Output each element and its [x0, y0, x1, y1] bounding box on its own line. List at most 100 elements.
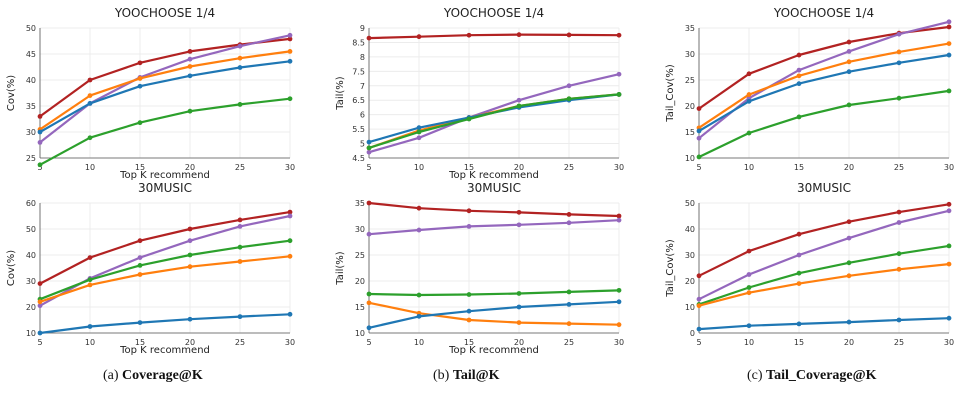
data-point-purple — [746, 272, 752, 277]
y-tick-label: 50 — [685, 199, 695, 208]
data-point-blue — [87, 101, 93, 106]
data-point-red — [516, 32, 522, 38]
x-tick-label: 20 — [185, 338, 195, 347]
y-tick-label: 10 — [685, 154, 695, 163]
data-point-purple — [187, 56, 193, 62]
x-tick-label: 15 — [794, 163, 804, 172]
data-point-red — [416, 34, 422, 40]
data-point-orange — [366, 300, 372, 306]
data-point-green — [187, 252, 193, 258]
data-point-orange — [846, 59, 852, 65]
data-point-green — [137, 120, 143, 126]
y-tick-label: 35 — [26, 102, 36, 111]
data-point-blue — [416, 125, 422, 131]
series-line-orange — [368, 301, 620, 326]
x-axis-label: Top K recommend — [119, 170, 210, 181]
data-point-purple — [846, 235, 852, 241]
y-axis-label: Tail(%) — [335, 76, 346, 111]
data-point-red — [237, 217, 243, 223]
y-tick-label: 45 — [26, 50, 36, 59]
x-tick-label: 20 — [844, 338, 854, 347]
series-line-orange — [39, 50, 291, 131]
caption-a: (a) Coverage@K — [103, 368, 203, 384]
caption-a-label: (a) — [103, 368, 119, 383]
data-point-orange — [896, 266, 902, 272]
series-line-green — [698, 244, 950, 306]
data-point-green — [137, 263, 143, 268]
data-point-red — [846, 219, 852, 225]
data-point-orange — [946, 261, 952, 267]
series-line-red — [39, 211, 291, 285]
data-point-blue — [466, 308, 472, 314]
x-axis-label: Top K recommend — [119, 345, 210, 356]
data-point-blue — [846, 319, 852, 325]
y-tick-label: 50 — [26, 225, 36, 234]
data-point-blue — [696, 128, 702, 134]
data-point-green — [616, 92, 622, 97]
series-line-purple — [39, 34, 291, 144]
data-point-red — [566, 212, 572, 217]
data-point-red — [366, 35, 372, 41]
y-axis-label: Cov(%) — [6, 250, 17, 286]
x-tick-label: 10 — [414, 338, 424, 347]
data-point-purple — [896, 220, 902, 225]
y-tick-label: 40 — [685, 225, 695, 234]
data-point-purple — [237, 224, 243, 229]
data-point-purple — [37, 140, 43, 145]
data-point-red — [87, 255, 93, 260]
data-point-blue — [287, 58, 293, 64]
chart-title: YOOCHOOSE 1/4 — [443, 6, 544, 20]
data-point-blue — [37, 330, 43, 336]
data-point-red — [187, 49, 193, 54]
data-point-red — [137, 238, 143, 244]
data-point-green — [416, 292, 422, 298]
y-axis-label: Tail_Cov(%) — [665, 239, 676, 298]
chart-panel-2: 4.555.566.577.588.595 10 15 20 25 30YOOCHOOSE… — [335, 6, 624, 181]
data-point-purple — [796, 67, 802, 73]
data-point-green — [696, 154, 702, 160]
x-tick-label: 25 — [235, 338, 245, 347]
y-tick-label: 8.5 — [352, 38, 365, 47]
x-tick-label: 20 — [514, 338, 524, 347]
data-point-orange — [796, 281, 802, 286]
data-point-blue — [946, 52, 952, 58]
data-point-green — [846, 102, 852, 108]
data-point-green — [237, 244, 243, 250]
data-point-purple — [416, 135, 422, 141]
data-point-green — [516, 103, 522, 109]
data-point-green — [287, 238, 293, 244]
data-point-green — [746, 285, 752, 290]
series-line-orange — [698, 263, 950, 307]
x-tick-label: 20 — [844, 163, 854, 172]
data-point-green — [416, 129, 422, 135]
data-point-red — [87, 77, 93, 83]
caption-b-metric: Tail@K — [452, 368, 500, 383]
data-point-blue — [37, 129, 43, 135]
data-point-orange — [87, 93, 93, 98]
data-point-purple — [37, 303, 43, 309]
y-tick-label: 9 — [360, 24, 365, 33]
x-tick-label: 20 — [185, 163, 195, 172]
data-point-orange — [746, 92, 752, 97]
y-tick-label: 30 — [685, 50, 695, 59]
data-point-purple — [237, 43, 243, 49]
data-point-blue — [87, 324, 93, 329]
data-point-orange — [287, 49, 293, 54]
data-point-orange — [516, 320, 522, 325]
data-point-green — [896, 95, 902, 101]
data-point-orange — [566, 321, 572, 327]
data-point-green — [566, 289, 572, 295]
data-point-green — [187, 108, 193, 114]
series-line-green — [368, 289, 620, 297]
y-tick-label: 6.5 — [352, 96, 365, 105]
data-point-green — [237, 102, 243, 107]
data-point-blue — [796, 321, 802, 327]
x-tick-label: 20 — [514, 163, 524, 172]
caption-b-label: (b) — [433, 368, 450, 383]
caption-c: (c) Tail_Coverage@K — [747, 368, 877, 384]
x-tick-label: 30 — [614, 163, 624, 172]
